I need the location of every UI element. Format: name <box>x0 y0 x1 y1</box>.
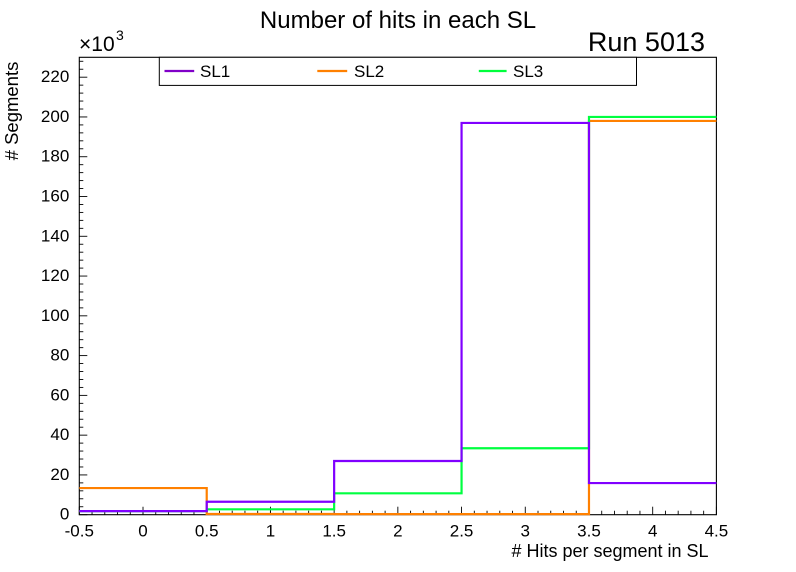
svg-text:60: 60 <box>50 385 69 404</box>
svg-text:1: 1 <box>266 522 275 541</box>
svg-text:160: 160 <box>41 187 69 206</box>
svg-text:×10: ×10 <box>79 33 115 56</box>
svg-text:# Hits per segment in SL: # Hits per segment in SL <box>511 541 708 561</box>
svg-text:0: 0 <box>138 522 147 541</box>
svg-text:SL1: SL1 <box>200 62 230 81</box>
svg-text:Number of hits in each SL: Number of hits in each SL <box>260 7 536 34</box>
svg-text:0.5: 0.5 <box>195 522 219 541</box>
svg-text:80: 80 <box>50 346 69 365</box>
svg-text:1.5: 1.5 <box>322 522 346 541</box>
svg-text:120: 120 <box>41 266 69 285</box>
svg-text:100: 100 <box>41 306 69 325</box>
svg-text:2.5: 2.5 <box>450 522 474 541</box>
svg-text:SL2: SL2 <box>354 62 384 81</box>
svg-text:4: 4 <box>648 522 657 541</box>
svg-text:220: 220 <box>41 67 69 86</box>
svg-text:-0.5: -0.5 <box>65 522 94 541</box>
svg-text:3.5: 3.5 <box>577 522 601 541</box>
svg-text:140: 140 <box>41 226 69 245</box>
svg-text:3: 3 <box>521 522 530 541</box>
svg-text:200: 200 <box>41 107 69 126</box>
svg-text:20: 20 <box>50 465 69 484</box>
svg-text:# Segments: # Segments <box>1 62 22 161</box>
svg-text:180: 180 <box>41 147 69 166</box>
svg-text:40: 40 <box>50 425 69 444</box>
svg-text:SL3: SL3 <box>513 62 543 81</box>
svg-text:2: 2 <box>393 522 402 541</box>
svg-text:3: 3 <box>116 27 124 43</box>
svg-text:4.5: 4.5 <box>705 522 729 541</box>
svg-text:Run 5013: Run 5013 <box>588 27 705 57</box>
